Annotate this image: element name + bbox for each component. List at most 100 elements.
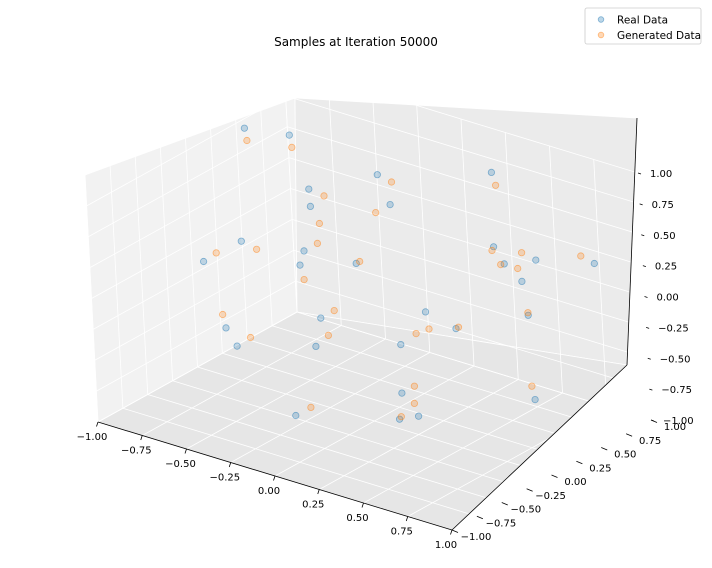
z-tick-label-8: 1.00	[650, 169, 672, 180]
point-generated-data-0	[288, 143, 296, 151]
y-tick-label-7: 0.75	[639, 436, 661, 447]
point-generated-data-10	[324, 331, 332, 339]
point-real-data-17	[233, 342, 241, 350]
x-tick-label-3: −0.25	[209, 473, 240, 484]
point-real-data-27	[531, 395, 539, 404]
point-generated-data-6	[491, 181, 500, 189]
point-generated-data-21	[243, 136, 251, 145]
point-real-data-19	[352, 259, 360, 267]
grid-line-z-left-5	[89, 157, 290, 268]
point-real-data-8	[292, 411, 300, 420]
point-real-data-13	[398, 389, 406, 397]
z-tick-label-6: 0.50	[653, 231, 675, 242]
z-tick-2	[647, 357, 651, 360]
y-tick-1	[476, 515, 484, 520]
x-tick-8	[450, 529, 453, 535]
x-tick-0	[96, 421, 99, 427]
point-generated-data-5	[219, 310, 227, 319]
point-real-data-5	[222, 324, 230, 332]
point-generated-data-2	[300, 275, 308, 284]
y-tick-label-2: −0.50	[510, 505, 541, 516]
y-tick-label-4: 0.00	[564, 477, 586, 488]
grid-line-y-floor-2	[147, 394, 502, 503]
point-generated-data-26	[454, 323, 463, 331]
point-real-data-3	[421, 308, 430, 316]
x-tick-5	[317, 489, 320, 495]
point-generated-data-12	[372, 209, 380, 217]
grid-line-z-left-3	[92, 219, 293, 330]
chart-title: Samples at Iteration 50000	[274, 35, 438, 49]
x-tick-4	[273, 475, 276, 481]
point-generated-data-18	[577, 252, 585, 260]
grid-line-z-left-7	[86, 95, 286, 207]
grid-line-z-right-5	[288, 157, 643, 267]
y-tick-4	[551, 474, 558, 478]
y-tick-3	[526, 488, 533, 492]
legend: Real Data Generated Data	[584, 7, 702, 45]
y-tick-0	[451, 529, 459, 533]
point-generated-data-24	[410, 399, 418, 407]
legend-box	[584, 7, 702, 45]
x-tick-2	[184, 448, 187, 454]
point-generated-data-11	[488, 246, 496, 255]
series-real-data	[200, 124, 598, 423]
point-real-data-15	[518, 277, 526, 285]
z-tick-label-0: −1.00	[663, 416, 694, 427]
y-tick-label-3: −0.25	[535, 491, 566, 502]
point-real-data-21	[240, 124, 248, 132]
y-tick-6	[601, 447, 608, 451]
y-tick-7	[625, 433, 633, 437]
x-tick-label-2: −0.50	[165, 459, 196, 470]
point-generated-data-23	[313, 239, 321, 247]
point-real-data-11	[489, 243, 498, 251]
legend-marker-real-data	[597, 16, 605, 23]
grid-line-z-right-3	[292, 218, 647, 328]
y-tick-label-5: 0.25	[589, 463, 611, 474]
grid-line-z-left-8	[84, 64, 285, 176]
z-tick-5	[642, 265, 647, 268]
z-tick-label-4: 0.00	[657, 293, 679, 304]
point-generated-data-19	[356, 257, 364, 266]
z-tick-label-1: −0.75	[661, 385, 692, 396]
x-tick-3	[228, 462, 232, 468]
x-tick-label-4: 0.00	[258, 486, 280, 497]
z-tick-label-5: 0.25	[655, 262, 677, 273]
point-generated-data-27	[528, 382, 536, 390]
x-tick-label-6: 0.50	[346, 513, 368, 524]
point-generated-data-25	[212, 249, 220, 257]
grid-line-z-right-4	[290, 188, 645, 297]
y-tick-2	[501, 502, 508, 506]
grid-line-y-floor-3	[172, 380, 527, 490]
point-real-data-29	[317, 314, 325, 322]
point-real-data-9	[524, 311, 532, 319]
point-generated-data-14	[253, 245, 261, 253]
point-generated-data-9	[524, 309, 532, 317]
x-tick-label-7: 0.75	[391, 527, 413, 538]
grid-line-z-right-1	[295, 280, 650, 390]
point-real-data-14	[237, 237, 245, 245]
point-real-data-2	[296, 261, 304, 269]
legend-marker-generated-data	[597, 31, 605, 39]
point-generated-data-3	[425, 325, 433, 333]
y-tick-5	[576, 460, 583, 465]
point-real-data-0	[285, 131, 293, 139]
point-real-data-24	[414, 412, 423, 420]
z-tick-8	[637, 172, 642, 175]
x-axis-ticks: −1.00 −0.75 −0.50 −0.25 0.00 0.25 0.50 0.75 1.00	[77, 421, 457, 551]
z-tick-label-7: 0.75	[652, 200, 674, 211]
point-real-data-4	[397, 340, 405, 349]
grid-line-y-floor-4	[197, 366, 552, 476]
y-tick-label-0: −1.00	[461, 532, 492, 543]
x-tick-6	[361, 502, 364, 508]
point-generated-data-16	[387, 178, 396, 186]
point-real-data-6	[487, 168, 495, 176]
z-axis-ticks: −1.00 −0.75 −0.50 −0.25 0.00 0.25 0.50 0.75 1.00	[637, 169, 694, 427]
grid-line-y-floor-1	[122, 407, 477, 517]
y-tick-label-1: −0.75	[486, 518, 517, 529]
point-generated-data-28	[320, 192, 328, 200]
point-real-data-28	[305, 185, 313, 193]
point-real-data-23	[300, 247, 308, 255]
z-tick-4	[644, 296, 648, 298]
z-tick-1	[649, 388, 653, 391]
